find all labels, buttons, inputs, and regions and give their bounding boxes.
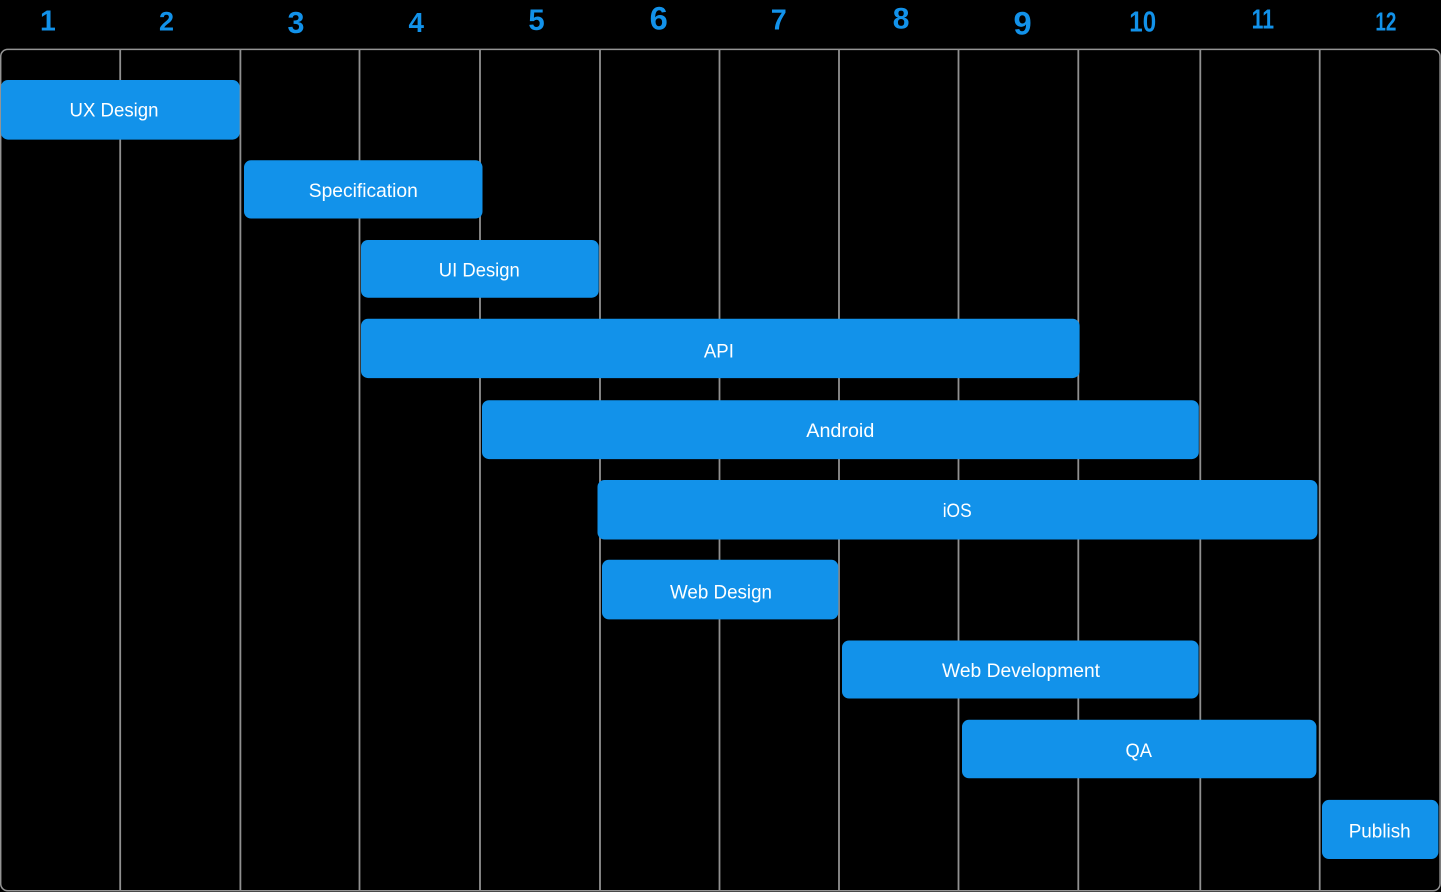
svg-text:1: 1 (40, 6, 56, 38)
svg-text:Specification: Specification (309, 180, 418, 202)
svg-text:12: 12 (1375, 7, 1396, 37)
svg-text:API: API (704, 341, 734, 363)
svg-text:QA: QA (1126, 740, 1153, 762)
svg-text:iOS: iOS (943, 500, 972, 522)
svg-text:Publish: Publish (1349, 820, 1411, 842)
svg-text:2: 2 (159, 6, 174, 36)
svg-text:10: 10 (1129, 7, 1156, 39)
svg-text:8: 8 (893, 2, 910, 35)
svg-text:6: 6 (650, 0, 668, 36)
svg-text:UI Design: UI Design (439, 259, 520, 281)
svg-text:7: 7 (771, 5, 787, 37)
svg-text:Web Development: Web Development (942, 660, 1101, 682)
svg-text:Android: Android (806, 420, 874, 442)
svg-text:11: 11 (1252, 3, 1274, 34)
svg-text:UX Design: UX Design (70, 99, 159, 121)
svg-text:Web Design: Web Design (670, 581, 772, 603)
svg-text:3: 3 (288, 6, 305, 40)
svg-text:5: 5 (528, 4, 544, 37)
svg-text:4: 4 (408, 7, 424, 38)
svg-text:9: 9 (1014, 4, 1032, 41)
